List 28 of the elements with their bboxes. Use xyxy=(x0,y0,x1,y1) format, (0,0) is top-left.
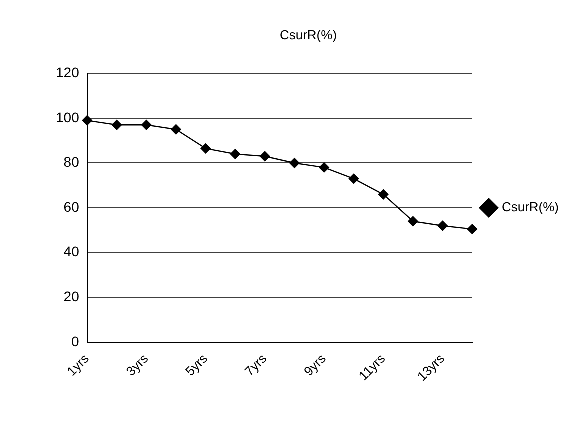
y-tick-label: 20 xyxy=(64,288,80,305)
point xyxy=(290,158,300,168)
x-tick-label: 5yrs xyxy=(182,350,211,380)
y-tick-label: 100 xyxy=(56,109,80,126)
point xyxy=(408,216,418,227)
x-tick-label: 3yrs xyxy=(123,350,152,380)
y-tick-label: 40 xyxy=(64,244,80,260)
chart-title: CsurR(%) xyxy=(280,27,338,42)
point xyxy=(319,162,330,173)
point xyxy=(142,120,152,130)
y-tick-label: 60 xyxy=(64,198,80,215)
y-tick-label: 0 xyxy=(72,333,80,350)
point xyxy=(230,149,241,160)
point xyxy=(82,116,92,126)
point xyxy=(467,224,478,234)
point xyxy=(260,151,270,162)
x-tick-label: 7yrs xyxy=(242,350,270,380)
point xyxy=(112,120,122,130)
point xyxy=(438,220,448,232)
point xyxy=(200,144,211,154)
x-tick-label: 9yrs xyxy=(301,350,330,380)
y-tick-label: 120 xyxy=(56,64,80,80)
y-tick-label: 80 xyxy=(64,154,80,170)
x-tick-label: 1yrs xyxy=(64,350,92,380)
legend-label: CsurR(%) xyxy=(502,200,560,215)
point xyxy=(171,124,182,135)
point xyxy=(348,174,360,184)
point xyxy=(378,190,389,200)
